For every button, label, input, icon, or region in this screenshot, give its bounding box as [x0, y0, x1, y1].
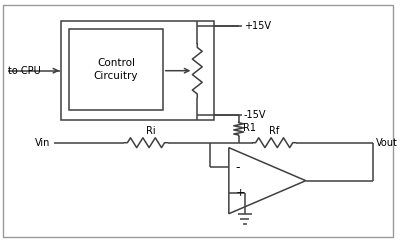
Text: +15V: +15V [244, 21, 271, 31]
Text: Control
Circuitry: Control Circuitry [94, 58, 138, 81]
Text: Vin: Vin [35, 138, 50, 148]
Bar [69, 29, 163, 110]
Bar [61, 21, 214, 120]
Text: Vout: Vout [376, 138, 398, 148]
Text: R1: R1 [243, 123, 256, 133]
Text: -: - [236, 161, 240, 174]
Text: Ri: Ri [146, 126, 156, 136]
Text: +: + [236, 188, 245, 197]
Text: -15V: -15V [244, 110, 266, 120]
Text: to CPU: to CPU [8, 66, 41, 76]
Polygon shape [229, 148, 306, 214]
Text: Rf: Rf [269, 126, 279, 136]
